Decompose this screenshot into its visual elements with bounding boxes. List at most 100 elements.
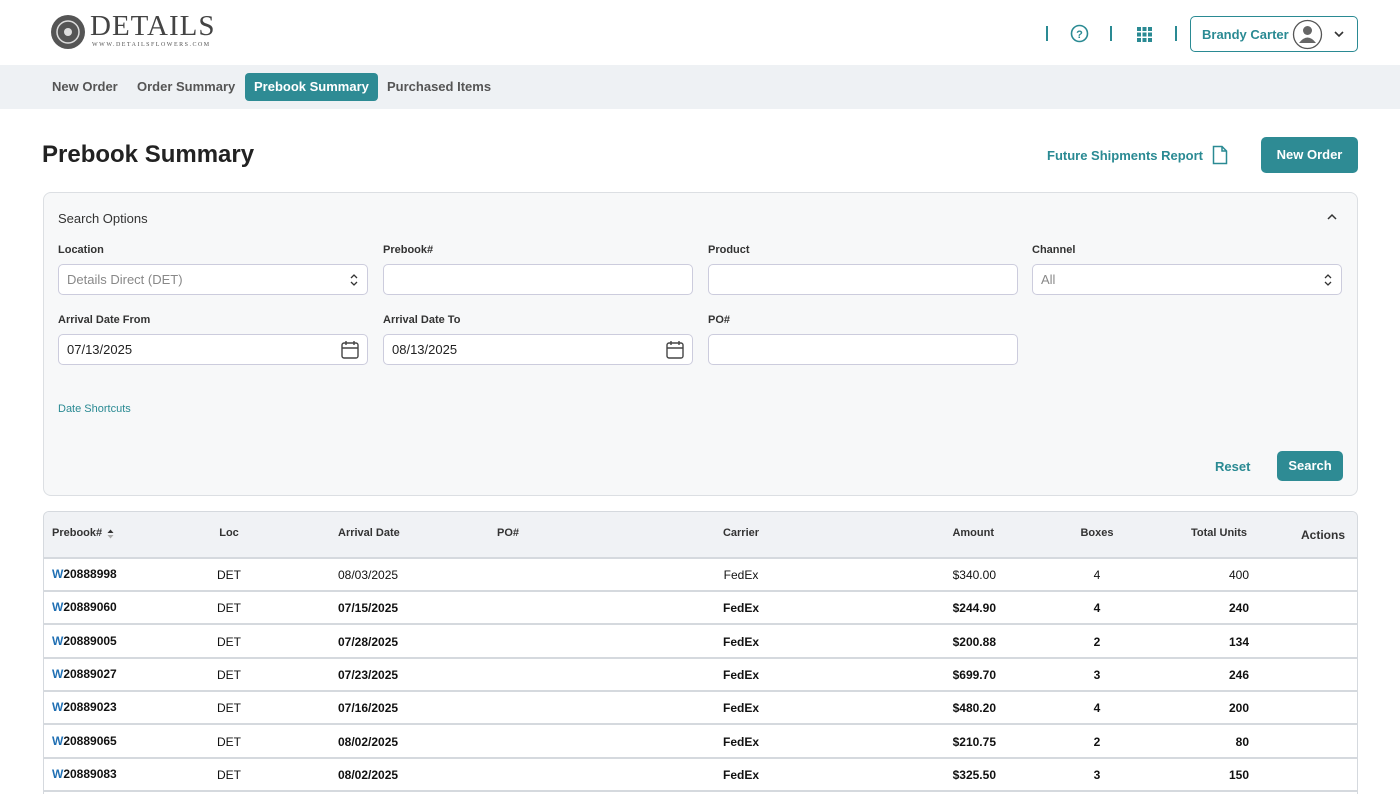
column-header[interactable]: Amount	[952, 527, 994, 539]
prebook-cell[interactable]: W20888998	[52, 567, 117, 581]
table-row[interactable]: W20889060 DET 07/15/2025 FedEx $244.90 4 240	[44, 592, 1357, 626]
cell-loc: DET	[217, 667, 241, 682]
document-icon	[1212, 145, 1228, 165]
field-label: Product	[708, 244, 750, 256]
prebook-number: 20889083	[63, 766, 117, 781]
report-link[interactable]: Future Shipments Report	[1047, 148, 1204, 163]
calendar-icon[interactable]	[666, 340, 684, 359]
help-icon[interactable]: ?	[1070, 24, 1089, 43]
table-row[interactable]: W20889065 DET 08/02/2025 FedEx $210.75 2 80	[44, 725, 1357, 759]
cell-amount: $210.75	[952, 734, 996, 749]
table-row[interactable]: W20889083 DET 08/02/2025 FedEx $325.50 3 150	[44, 758, 1357, 792]
prebook-cell[interactable]: W20889023	[52, 700, 117, 714]
cell-carrier: FedEx	[722, 734, 759, 749]
cell-boxes: 4	[1093, 701, 1101, 716]
cell-arrival: 07/15/2025	[338, 601, 399, 616]
cell-boxes: 4	[1093, 568, 1101, 582]
input-text[interactable]	[708, 334, 1018, 365]
cell-units: 246	[1228, 667, 1249, 682]
prebook-cell[interactable]: W20889005	[52, 634, 117, 648]
cell-arrival: 07/16/2025	[338, 701, 399, 716]
user-name: Brandy Carter	[1202, 27, 1289, 42]
divider	[1175, 26, 1177, 41]
calendar-icon[interactable]	[341, 340, 359, 359]
cell-units: 400	[1228, 568, 1249, 582]
column-header[interactable]: Boxes	[1080, 527, 1114, 539]
apps-icon[interactable]	[1137, 27, 1152, 42]
page-title: Prebook Summary	[42, 141, 255, 168]
column-header[interactable]: Carrier	[722, 527, 760, 539]
prebook-prefix: W	[52, 700, 64, 715]
prebook-cell[interactable]: W20889065	[52, 734, 117, 748]
column-header[interactable]: Arrival Date	[338, 527, 400, 539]
cell-amount: $244.90	[952, 601, 996, 616]
input-select[interactable]: Details Direct (DET)	[58, 264, 368, 295]
table-row[interactable]: W20889005 DET 07/28/2025 FedEx $200.88 2 134	[44, 625, 1357, 659]
cell-carrier: FedEx	[722, 634, 759, 649]
column-header[interactable]: Loc	[219, 527, 239, 539]
nav-tab[interactable]: New Order	[52, 79, 118, 94]
prebook-prefix: W	[52, 600, 64, 615]
input-select[interactable]: All	[1032, 264, 1342, 295]
input-date[interactable]: 08/13/2025	[383, 334, 693, 365]
table-row[interactable]: W20889023 DET 07/16/2025 FedEx $480.20 4 200	[44, 692, 1357, 726]
cell-carrier: FedEx	[723, 568, 759, 582]
chevron-down	[1334, 31, 1344, 38]
cell-boxes: 4	[1093, 601, 1101, 616]
top-bar: DETAILS WWW.DETAILSFLOWERS.COM ? Brandy …	[0, 0, 1400, 65]
input-text[interactable]	[708, 264, 1018, 295]
search-button[interactable]: Search	[1277, 451, 1343, 481]
cell-amount: $480.20	[952, 701, 996, 716]
cell-loc: DET	[217, 734, 241, 749]
cell-carrier: FedEx	[722, 767, 759, 782]
placeholder: Details Direct (DET)	[67, 272, 183, 287]
table-row[interactable]: W20888998 DET 08/03/2025 FedEx $340.00 4 400	[44, 559, 1357, 592]
prebook-prefix: W	[52, 633, 64, 648]
column-header: Actions	[1301, 528, 1346, 542]
prebook-cell[interactable]: W20889060	[52, 600, 117, 614]
input-date[interactable]: 07/13/2025	[58, 334, 368, 365]
prebook-prefix: W	[52, 666, 64, 681]
cell-units: 80	[1235, 734, 1249, 749]
new-order-button[interactable]: New Order	[1261, 137, 1358, 173]
prebook-number: 20889027	[63, 666, 117, 681]
field-label: Prebook#	[383, 244, 434, 256]
cell-units: 240	[1228, 601, 1249, 616]
table-header	[44, 512, 1357, 559]
cell-loc: DET	[217, 701, 241, 716]
field-label: Location	[58, 244, 104, 256]
cell-arrival: 08/02/2025	[338, 767, 399, 782]
cell-loc: DET	[217, 634, 241, 649]
collapse-icon[interactable]	[1327, 213, 1337, 221]
nav-tab[interactable]: Order Summary	[137, 79, 236, 94]
user-menu[interactable]: Brandy Carter	[1190, 16, 1358, 52]
sort-icon[interactable]	[107, 529, 114, 539]
results-table: Prebook# Loc Arrival Date PO# Carrier Amount B…	[43, 511, 1358, 794]
placeholder: All	[1041, 272, 1056, 287]
column-header[interactable]: Total Units	[1190, 527, 1247, 539]
date-shortcuts[interactable]: Date Shortcuts	[58, 403, 131, 415]
column-header[interactable]: PO#	[497, 527, 520, 539]
divider	[1046, 26, 1048, 41]
table-row[interactable]: W20889027 DET 07/23/2025 FedEx $699.70 3 246	[44, 658, 1357, 692]
prebook-cell[interactable]: W20889083	[52, 767, 117, 781]
field-label: Arrival Date From	[58, 314, 151, 326]
cell-carrier: FedEx	[722, 701, 759, 716]
logo-emblem	[51, 15, 85, 49]
cell-amount: $200.88	[952, 634, 996, 649]
cell-loc: DET	[217, 767, 241, 782]
prebook-number: 20889005	[63, 633, 117, 648]
divider	[1110, 26, 1112, 41]
reset-button[interactable]: Reset	[1215, 459, 1251, 474]
nav-tab[interactable]: Purchased Items	[387, 79, 492, 94]
field-label: Channel	[1032, 244, 1076, 256]
input-text[interactable]	[383, 264, 693, 295]
cell-arrival: 07/23/2025	[338, 667, 399, 682]
cell-boxes: 3	[1093, 767, 1101, 782]
prebook-prefix: W	[52, 766, 64, 781]
column-header[interactable]: Prebook#	[52, 527, 103, 539]
nav-tab[interactable]: Prebook Summary	[245, 73, 378, 101]
prebook-cell[interactable]: W20889027	[52, 667, 117, 681]
cell-carrier: FedEx	[722, 667, 759, 682]
